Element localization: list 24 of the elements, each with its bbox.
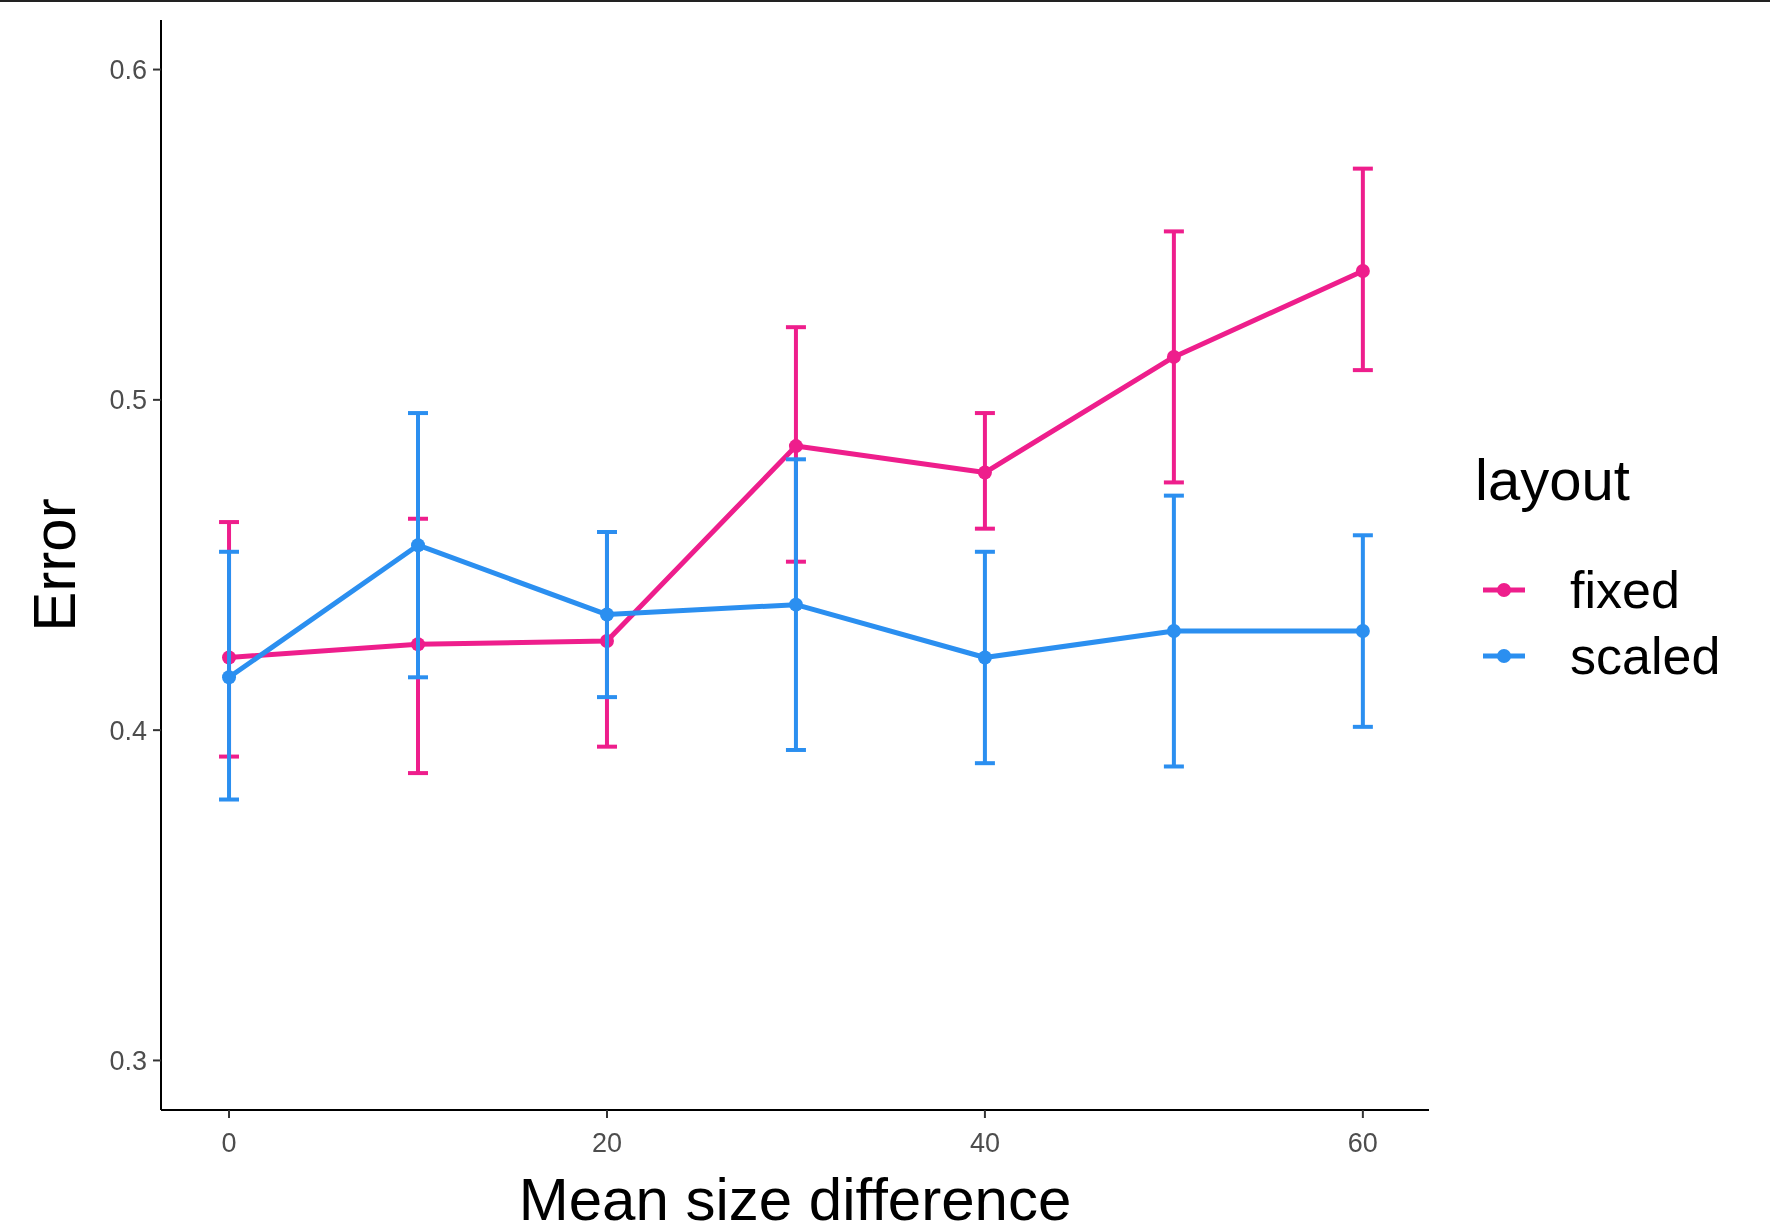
y-tick-label: 0.5 [109,385,147,416]
x-tick-label: 20 [591,1128,622,1158]
x-tick-label: 0 [221,1128,237,1158]
y-axis-title: Error [21,498,88,632]
point [977,650,992,665]
point [1166,624,1181,639]
legend-label: fixed [1570,561,1680,620]
y-tick-label: 0.3 [109,1045,147,1076]
y-tick-label: 0.4 [109,715,147,746]
x-tick-label: 60 [1347,1128,1378,1158]
point [788,597,803,612]
point [1355,264,1370,279]
legend-title: layout [1475,447,1630,512]
point [222,670,237,685]
legend-label: scaled [1570,627,1721,686]
x-axis-title: Mean size difference [518,1166,1072,1231]
point [1355,624,1370,639]
x-tick-label: 40 [969,1128,1000,1158]
point [788,439,803,454]
point [977,465,992,480]
point [1166,349,1181,364]
y-tick-label: 0.6 [109,55,147,85]
point [411,538,425,553]
point [599,607,614,622]
